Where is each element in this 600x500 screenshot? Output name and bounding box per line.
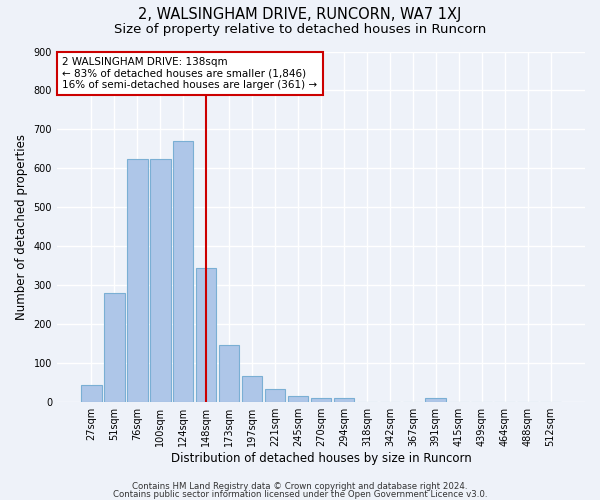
Text: Size of property relative to detached houses in Runcorn: Size of property relative to detached ho… bbox=[114, 22, 486, 36]
Y-axis label: Number of detached properties: Number of detached properties bbox=[15, 134, 28, 320]
Bar bbox=[242, 376, 262, 402]
Bar bbox=[287, 396, 308, 402]
Text: 2, WALSINGHAM DRIVE, RUNCORN, WA7 1XJ: 2, WALSINGHAM DRIVE, RUNCORN, WA7 1XJ bbox=[139, 8, 461, 22]
X-axis label: Distribution of detached houses by size in Runcorn: Distribution of detached houses by size … bbox=[170, 452, 472, 465]
Bar bbox=[265, 390, 286, 402]
Bar bbox=[81, 384, 101, 402]
Bar bbox=[425, 398, 446, 402]
Bar bbox=[334, 398, 354, 402]
Text: Contains public sector information licensed under the Open Government Licence v3: Contains public sector information licen… bbox=[113, 490, 487, 499]
Bar bbox=[173, 141, 193, 402]
Bar bbox=[127, 160, 148, 402]
Text: 2 WALSINGHAM DRIVE: 138sqm
← 83% of detached houses are smaller (1,846)
16% of s: 2 WALSINGHAM DRIVE: 138sqm ← 83% of deta… bbox=[62, 57, 317, 90]
Bar bbox=[150, 160, 170, 402]
Bar bbox=[196, 268, 217, 402]
Bar bbox=[311, 398, 331, 402]
Text: Contains HM Land Registry data © Crown copyright and database right 2024.: Contains HM Land Registry data © Crown c… bbox=[132, 482, 468, 491]
Bar bbox=[104, 293, 125, 402]
Bar bbox=[219, 344, 239, 402]
